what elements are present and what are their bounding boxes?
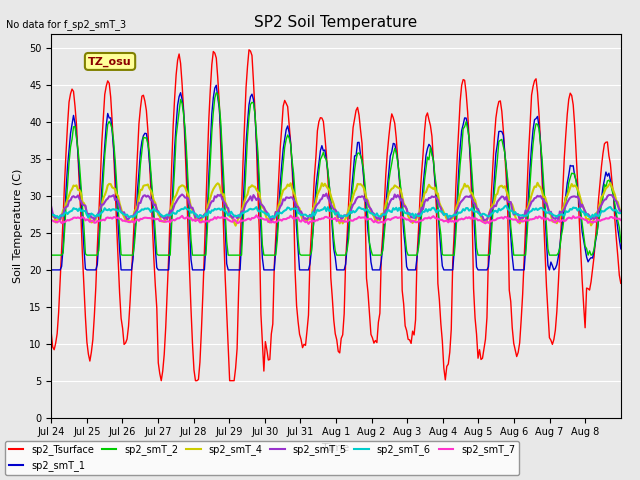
sp2_Tsurface <box>616 272 623 278</box>
sp2_smT_5 <box>67 197 74 203</box>
sp2_smT_4 <box>67 188 74 194</box>
sp2_smT_7 <box>47 217 55 223</box>
Y-axis label: Soil Temperature (C): Soil Temperature (C) <box>13 168 24 283</box>
Line: sp2_smT_5: sp2_smT_5 <box>51 193 621 221</box>
sp2_smT_7 <box>84 217 92 223</box>
X-axis label: Time: Time <box>323 443 349 453</box>
Legend: sp2_Tsurface, sp2_smT_1, sp2_smT_2, sp2_smT_4, sp2_smT_5, sp2_smT_6, sp2_smT_7: sp2_Tsurface, sp2_smT_1, sp2_smT_2, sp2_… <box>5 441 519 475</box>
sp2_smT_2 <box>617 239 625 245</box>
sp2_smT_7 <box>343 219 351 225</box>
sp2_smT_1 <box>614 227 621 232</box>
Line: sp2_Tsurface: sp2_Tsurface <box>51 50 621 381</box>
sp2_smT_6 <box>342 213 349 218</box>
Line: sp2_smT_1: sp2_smT_1 <box>51 85 621 270</box>
sp2_smT_7 <box>616 216 623 222</box>
sp2_smT_7 <box>456 216 464 222</box>
Text: No data for f_sp2_smT_3: No data for f_sp2_smT_3 <box>6 19 127 30</box>
sp2_smT_5 <box>617 209 625 215</box>
sp2_smT_6 <box>616 211 623 216</box>
sp2_Tsurface <box>245 47 253 53</box>
sp2_smT_7 <box>253 213 260 218</box>
sp2_smT_6 <box>455 210 463 216</box>
sp2_smT_1 <box>617 246 625 252</box>
sp2_smT_2 <box>614 218 621 224</box>
sp2_Tsurface <box>84 351 92 357</box>
sp2_smT_5 <box>616 207 623 213</box>
sp2_Tsurface <box>67 91 74 96</box>
sp2_smT_4 <box>455 198 463 204</box>
sp2_smT_5 <box>84 211 92 217</box>
sp2_smT_2 <box>47 252 55 258</box>
sp2_smT_2 <box>212 90 220 96</box>
sp2_smT_4 <box>342 216 349 221</box>
sp2_smT_5 <box>540 197 547 203</box>
Line: sp2_smT_6: sp2_smT_6 <box>51 205 621 218</box>
sp2_Tsurface <box>456 98 464 104</box>
sp2_smT_5 <box>455 204 463 209</box>
sp2_smT_5 <box>47 204 55 210</box>
sp2_smT_7 <box>305 221 312 227</box>
sp2_smT_1 <box>540 188 547 193</box>
Line: sp2_smT_4: sp2_smT_4 <box>51 183 621 226</box>
sp2_Tsurface <box>47 329 55 335</box>
sp2_smT_2 <box>342 252 349 258</box>
sp2_smT_5 <box>554 218 562 224</box>
sp2_smT_1 <box>455 168 463 174</box>
Line: sp2_smT_2: sp2_smT_2 <box>51 93 621 255</box>
sp2_smT_4 <box>232 223 239 228</box>
Text: TZ_osu: TZ_osu <box>88 56 132 67</box>
sp2_smT_5 <box>323 191 330 196</box>
sp2_smT_2 <box>84 252 92 258</box>
sp2_smT_7 <box>617 217 625 223</box>
sp2_smT_7 <box>67 216 74 222</box>
Title: SP2 Soil Temperature: SP2 Soil Temperature <box>254 15 418 30</box>
sp2_smT_4 <box>534 180 541 186</box>
sp2_smT_6 <box>86 212 93 217</box>
sp2_smT_6 <box>502 203 510 208</box>
sp2_smT_5 <box>342 213 349 218</box>
sp2_smT_2 <box>67 144 74 150</box>
sp2_smT_7 <box>541 217 548 223</box>
sp2_Tsurface <box>617 280 625 286</box>
sp2_smT_4 <box>541 194 548 200</box>
sp2_smT_4 <box>47 212 55 217</box>
sp2_Tsurface <box>343 232 351 238</box>
sp2_smT_6 <box>47 211 55 217</box>
sp2_smT_1 <box>47 267 55 273</box>
sp2_Tsurface <box>541 247 548 252</box>
sp2_smT_6 <box>68 208 76 214</box>
sp2_smT_4 <box>617 210 625 216</box>
Line: sp2_smT_7: sp2_smT_7 <box>51 216 621 224</box>
sp2_smT_6 <box>617 210 625 216</box>
sp2_smT_2 <box>540 178 547 183</box>
sp2_smT_1 <box>84 267 92 273</box>
sp2_smT_4 <box>616 205 623 211</box>
sp2_Tsurface <box>157 378 165 384</box>
sp2_smT_1 <box>67 131 74 136</box>
sp2_smT_1 <box>212 83 220 88</box>
sp2_smT_6 <box>541 207 548 213</box>
sp2_smT_4 <box>84 211 92 217</box>
sp2_smT_1 <box>342 261 349 267</box>
sp2_smT_2 <box>455 183 463 189</box>
sp2_smT_6 <box>55 215 63 221</box>
